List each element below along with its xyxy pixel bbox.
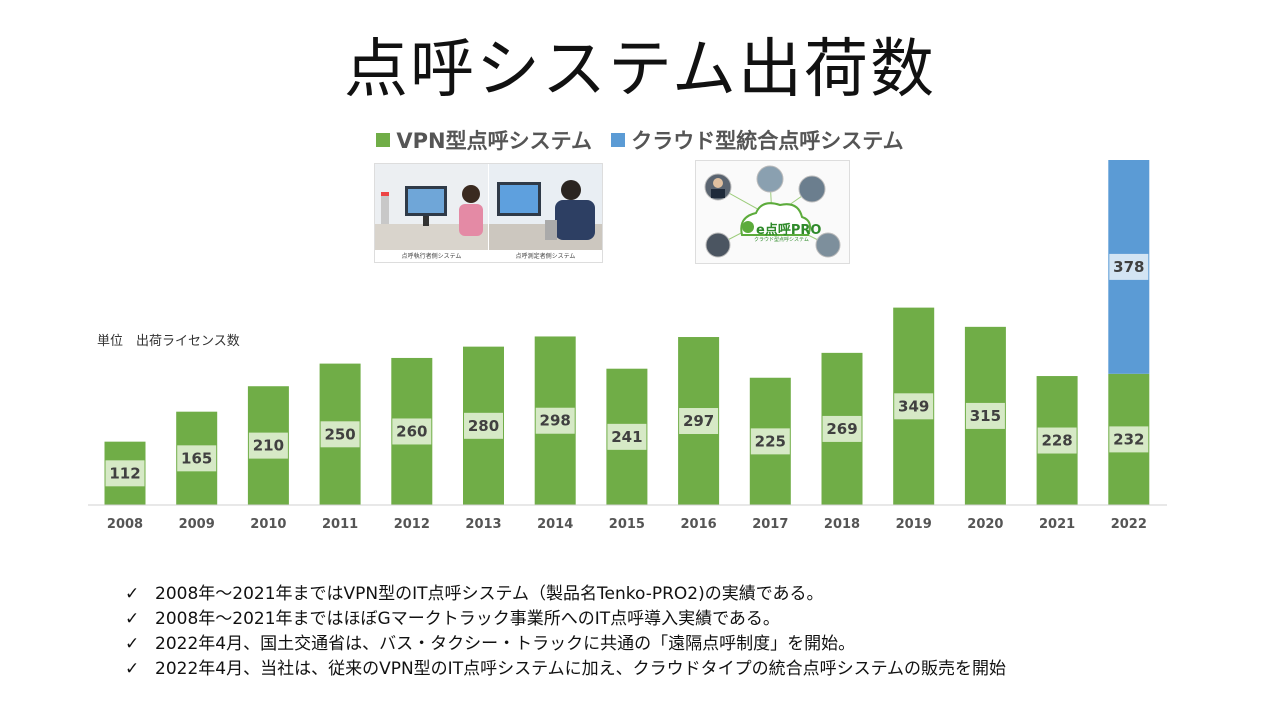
data-label: 378: [1113, 258, 1144, 276]
chart-legend: VPN型点呼システム クラウド型統合点呼システム: [0, 125, 1280, 155]
x-tick-label: 2012: [394, 517, 430, 532]
unit-note: 単位 出荷ライセンス数: [97, 334, 240, 349]
legend-swatch-cloud: [611, 133, 626, 147]
x-tick-label: 2008: [107, 517, 143, 532]
data-label-box: [894, 393, 934, 420]
legend-label-vpn: VPN型点呼システム: [396, 129, 592, 153]
data-label: 280: [468, 417, 499, 435]
data-label-box: [105, 460, 145, 487]
x-tick-label: 2018: [824, 517, 860, 532]
cloud-system-graphic: e点呼PRO クラウド型点呼システム: [695, 160, 850, 264]
note-item: ✓ 2022年4月、当社は、従来のVPN型のIT点呼システムに加え、クラウドタイプ…: [125, 657, 1006, 682]
check-icon: ✓: [125, 634, 140, 654]
data-label-box: [965, 402, 1005, 429]
chart-title: 点呼システム出荷数: [343, 33, 937, 107]
notes-list: ✓ 2008年～2021年まではVPN型のIT点呼システム（製品名Tenko-PR…: [125, 582, 1006, 682]
check-icon: ✓: [125, 609, 140, 629]
vpn-photo-illustration: [375, 164, 602, 262]
note-text: 2022年4月、国土交通省は、バス・タクシー・トラックに共通の「遠隔点呼制度」を…: [155, 634, 856, 654]
x-tick-label: 2011: [322, 517, 358, 532]
x-tick-label: 2010: [250, 517, 286, 532]
data-label: 225: [755, 432, 786, 450]
cloud-graphic-illustration: [704, 165, 841, 258]
data-label-box: [320, 421, 360, 448]
x-tick-label: 2021: [1039, 517, 1075, 532]
data-label-box: [1037, 427, 1077, 454]
x-tick-label: 2013: [465, 517, 501, 532]
data-label-box: [822, 415, 862, 442]
x-tick-label: 2015: [609, 517, 645, 532]
data-label-box: [392, 418, 432, 445]
legend-swatch-vpn: [376, 133, 391, 147]
data-label: 241: [611, 428, 642, 446]
x-tick-label: 2022: [1111, 517, 1147, 532]
note-text: 2008年～2021年まではほぼGマークトラック事業所へのIT点呼導入実績である…: [155, 609, 780, 629]
x-tick-label: 2009: [179, 517, 215, 532]
legend-item-cloud: クラウド型統合点呼システム: [611, 125, 904, 155]
note-item: ✓ 2008年～2021年まではVPN型のIT点呼システム（製品名Tenko-PR…: [125, 582, 1006, 607]
x-tick-label: 2017: [752, 517, 788, 532]
note-text: 2022年4月、当社は、従来のVPN型のIT点呼システムに加え、クラウドタイプの…: [155, 659, 1007, 679]
data-label: 315: [970, 407, 1001, 425]
bar-group: 112 165 210 250 260 280 298 241 297 225 269 349 315 2…: [104, 160, 1150, 505]
data-label: 297: [683, 412, 714, 430]
data-label: 228: [1041, 432, 1072, 450]
data-label: 250: [324, 425, 355, 443]
data-label: 298: [540, 412, 571, 430]
vpn-photo-caption-right: 点呼測定者側システム: [515, 253, 576, 260]
data-label-box: [535, 407, 575, 434]
data-label: 232: [1113, 430, 1144, 448]
data-label: 269: [826, 420, 857, 438]
check-icon: ✓: [125, 659, 140, 679]
legend-item-vpn: VPN型点呼システム: [376, 125, 592, 155]
x-tick-label: 2014: [537, 517, 573, 532]
data-label-box: [248, 432, 288, 459]
x-tick-group: 2008 2009 2010 2011 2012 2013 2014 2015 2016 2017…: [107, 517, 1147, 532]
vpn-photo-caption-left: 点呼執行者側システム: [401, 253, 462, 260]
cloud-logo-text: e点呼PRO: [756, 223, 822, 238]
data-label-box: [464, 412, 503, 439]
cloud-logo-subtext: クラウド型点呼システム: [754, 237, 809, 243]
note-item: ✓ 2022年4月、国土交通省は、バス・タクシー・トラックに共通の「遠隔点呼制度」…: [125, 632, 1006, 657]
check-icon: ✓: [125, 584, 140, 604]
x-tick-label: 2019: [896, 517, 932, 532]
note-text: 2008年～2021年まではVPN型のIT点呼システム（製品名Tenko-PRO…: [155, 584, 824, 604]
note-item: ✓ 2008年～2021年まではほぼGマークトラック事業所へのIT点呼導入実績であ…: [125, 607, 1006, 632]
legend-label-cloud: クラウド型統合点呼システム: [631, 129, 904, 153]
data-label-box: [177, 445, 217, 472]
data-label-box: [1109, 253, 1149, 280]
data-label: 210: [253, 437, 284, 455]
x-tick-label: 2016: [681, 517, 717, 532]
x-tick-label: 2020: [967, 517, 1003, 532]
data-label-box: [679, 408, 719, 435]
data-label: 349: [898, 397, 929, 415]
data-label-box: [750, 428, 790, 455]
data-label-box: [607, 423, 647, 450]
data-label: 112: [109, 464, 140, 482]
data-label: 165: [181, 449, 212, 467]
vpn-system-photo: 点呼執行者側システム 点呼測定者側システム: [374, 163, 603, 263]
data-label: 260: [396, 422, 427, 440]
data-label-box: [1109, 426, 1149, 453]
